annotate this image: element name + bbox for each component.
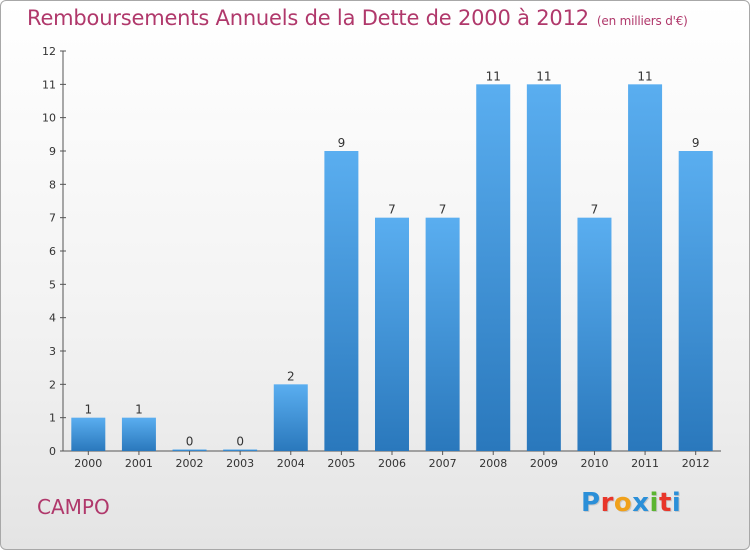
bar bbox=[678, 151, 713, 451]
x-tick-label: 2008 bbox=[479, 457, 507, 470]
x-tick-label: 2000 bbox=[74, 457, 102, 470]
y-tick-label: 2 bbox=[49, 378, 56, 391]
logo-letter: x bbox=[632, 488, 650, 518]
proxiti-logo: Proxiti bbox=[581, 488, 681, 518]
data-label: 9 bbox=[692, 136, 700, 150]
logo-letter: o bbox=[613, 488, 633, 518]
bar bbox=[324, 151, 359, 451]
bar bbox=[71, 417, 106, 451]
bar bbox=[425, 217, 460, 451]
commune-name: CAMPO bbox=[37, 495, 110, 519]
x-tick-label: 2009 bbox=[530, 457, 558, 470]
y-tick-label: 12 bbox=[42, 45, 56, 58]
y-tick-label: 3 bbox=[49, 345, 56, 358]
y-tick-label: 4 bbox=[49, 312, 56, 325]
bar bbox=[577, 217, 612, 451]
y-tick-label: 9 bbox=[49, 145, 56, 158]
data-label: 7 bbox=[388, 203, 396, 217]
x-tick-label: 2011 bbox=[631, 457, 659, 470]
x-tick-label: 2002 bbox=[176, 457, 204, 470]
data-label: 7 bbox=[439, 203, 447, 217]
data-label: 9 bbox=[338, 136, 346, 150]
bar bbox=[223, 449, 258, 451]
bar bbox=[172, 449, 207, 451]
logo-letter: r bbox=[600, 488, 614, 518]
logo-letter: t bbox=[658, 488, 672, 518]
data-label: 0 bbox=[186, 435, 194, 449]
data-label: 0 bbox=[236, 435, 244, 449]
y-tick-label: 8 bbox=[49, 178, 56, 191]
data-label: 11 bbox=[637, 69, 652, 83]
logo-letter: i bbox=[649, 488, 659, 518]
y-tick-label: 7 bbox=[49, 212, 56, 225]
bar bbox=[628, 84, 663, 451]
y-tick-label: 6 bbox=[49, 245, 56, 258]
bar bbox=[375, 217, 409, 451]
bar bbox=[476, 84, 511, 451]
bar bbox=[273, 384, 308, 451]
logo-letter: P bbox=[581, 488, 601, 518]
bar bbox=[121, 417, 156, 451]
x-tick-label: 2004 bbox=[277, 457, 305, 470]
y-tick-label: 0 bbox=[49, 445, 56, 458]
y-tick-label: 11 bbox=[42, 78, 56, 91]
x-tick-label: 2001 bbox=[125, 457, 153, 470]
chart-title: Remboursements Annuels de la Dette de 20… bbox=[27, 6, 688, 30]
y-tick-label: 10 bbox=[42, 112, 56, 125]
data-label: 2 bbox=[287, 369, 295, 383]
data-label: 11 bbox=[486, 69, 501, 83]
logo-letter: i bbox=[671, 488, 682, 518]
data-label: 7 bbox=[591, 203, 599, 217]
y-tick-label: 5 bbox=[49, 278, 56, 291]
data-label: 1 bbox=[84, 403, 92, 417]
x-tick-label: 2010 bbox=[580, 457, 608, 470]
x-tick-label: 2003 bbox=[226, 457, 254, 470]
y-tick-label: 1 bbox=[49, 412, 56, 425]
x-tick-label: 2006 bbox=[378, 457, 406, 470]
data-label: 11 bbox=[536, 69, 551, 83]
chart-subtitle: (en milliers d'€) bbox=[596, 14, 688, 28]
x-tick-label: 2005 bbox=[327, 457, 355, 470]
x-tick-label: 2012 bbox=[682, 457, 710, 470]
x-tick-label: 2007 bbox=[429, 457, 457, 470]
data-label: 1 bbox=[135, 403, 143, 417]
chart-title-text: Remboursements Annuels de la Dette de 20… bbox=[27, 6, 589, 30]
bar bbox=[526, 84, 561, 451]
